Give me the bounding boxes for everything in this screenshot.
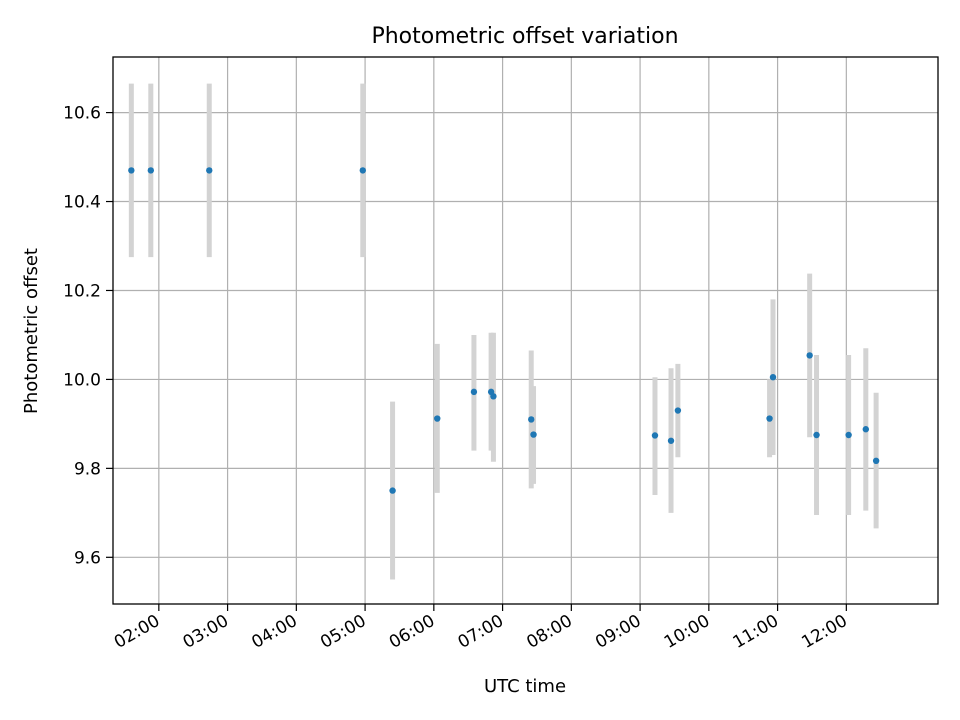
y-tick-label: 10.6 <box>63 104 101 124</box>
data-point <box>389 487 396 494</box>
data-point <box>674 407 682 414</box>
data-point <box>206 167 213 174</box>
data-point <box>530 431 537 438</box>
data-point <box>845 431 852 439</box>
x-axis-label: UTC time <box>484 676 566 697</box>
y-tick-label: 10.4 <box>63 193 101 213</box>
y-tick-label: 10.2 <box>63 281 101 301</box>
data-point <box>769 373 777 381</box>
data-point <box>862 426 870 433</box>
data-points <box>128 167 880 494</box>
data-point <box>813 431 820 439</box>
data-point <box>872 457 880 465</box>
chart-title: Photometric offset variation <box>371 24 678 49</box>
y-tick-label: 10.0 <box>63 370 101 390</box>
y-axis-label: Photometric offset <box>21 248 42 414</box>
data-point <box>470 388 478 396</box>
data-point <box>806 352 813 359</box>
y-axis-ticks: 9.6 9.8 10.0 10.2 10.4 10.6 <box>63 104 113 568</box>
data-point <box>147 167 155 174</box>
data-point <box>490 393 497 400</box>
y-tick-label: 9.8 <box>74 459 101 479</box>
data-point <box>667 437 675 444</box>
data-point <box>766 415 773 422</box>
y-tick-label: 9.6 <box>74 548 101 568</box>
data-point <box>651 432 659 439</box>
plot-frame <box>112 56 939 605</box>
data-point <box>128 167 135 174</box>
data-point <box>359 167 366 174</box>
data-point <box>434 415 441 422</box>
data-point <box>528 416 535 423</box>
